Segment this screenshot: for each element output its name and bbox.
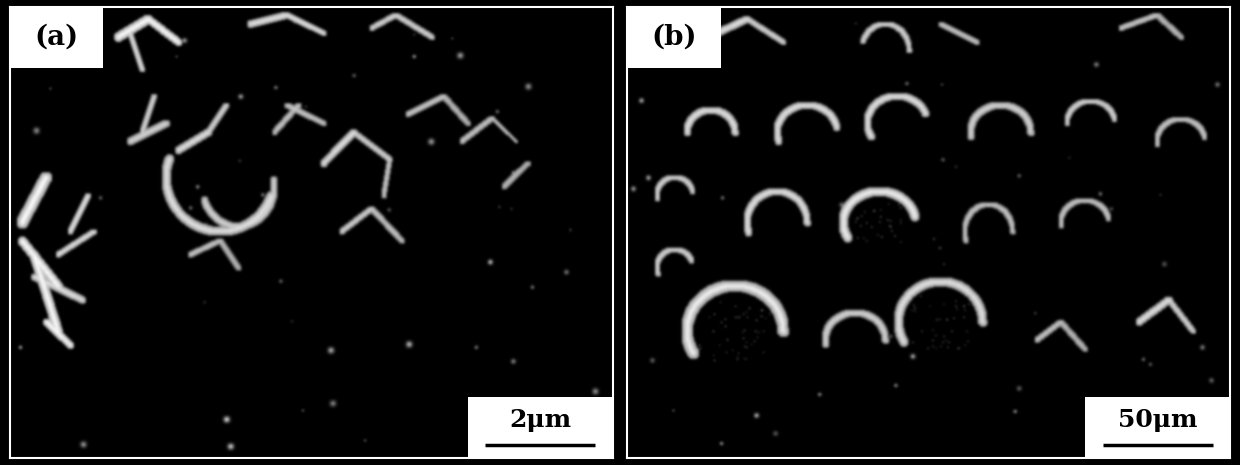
Text: 2μm: 2μm	[510, 408, 572, 432]
Bar	[10, 7, 103, 68]
Text: (a): (a)	[35, 24, 78, 51]
Text: (b): (b)	[651, 24, 697, 51]
Bar	[467, 397, 613, 458]
Bar	[627, 7, 720, 68]
Bar	[1085, 397, 1230, 458]
Text: 50μm: 50μm	[1118, 408, 1198, 432]
